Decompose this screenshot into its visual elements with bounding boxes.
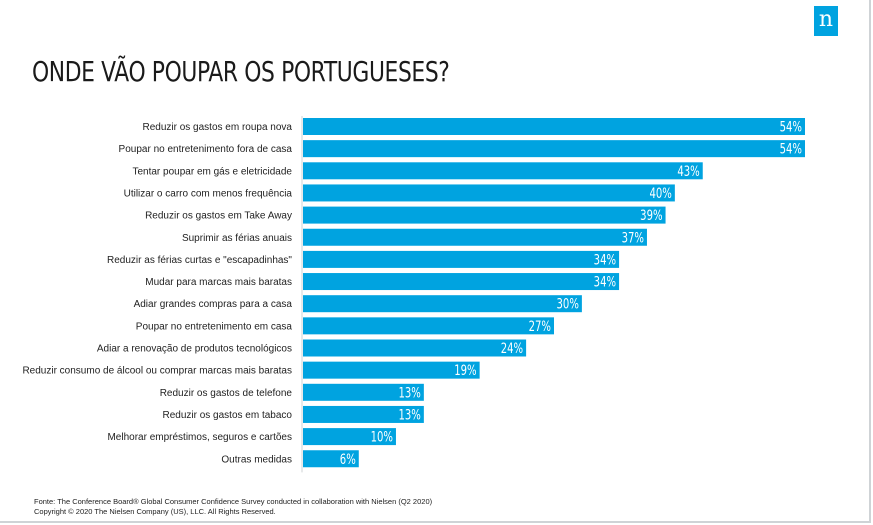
value-label: 19% — [454, 363, 476, 379]
value-label: 37% — [622, 230, 644, 246]
bar — [303, 118, 805, 135]
value-label: 34% — [594, 274, 616, 290]
value-label: 13% — [398, 385, 420, 401]
category-label: Poupar no entretenimento em casa — [136, 321, 293, 332]
bar — [303, 428, 396, 446]
category-label: Mudar para marcas mais baratas — [145, 277, 292, 288]
bar — [303, 361, 480, 379]
value-label: 6% — [340, 451, 356, 467]
chart-title: ONDE VÃO POUPAR OS PORTUGUESES? — [32, 55, 450, 88]
value-label: 40% — [649, 185, 671, 201]
category-label: Tentar poupar em gás e eletricidade — [132, 166, 292, 177]
value-label: 43% — [677, 163, 699, 179]
bars — [303, 118, 805, 468]
bar — [303, 339, 527, 357]
bar — [303, 295, 582, 313]
value-label: 39% — [640, 207, 662, 223]
bar — [303, 450, 359, 468]
value-label: 13% — [398, 407, 420, 423]
category-label: Outras medidas — [221, 454, 292, 465]
footer: Fonte: The Conference Board® Global Cons… — [34, 497, 432, 517]
category-label: Adiar grandes compras para a casa — [134, 299, 293, 310]
category-label: Reduzir os gastos em tabaco — [162, 410, 292, 421]
value-label: 34% — [594, 252, 616, 268]
value-labels: 54% 54% 43% 40% 39% 37% 34% 34% 30% 27% 24% 19% 13% 1… — [340, 119, 802, 467]
bar — [303, 273, 620, 291]
category-label: Reduzir consumo de álcool ou comprar mar… — [22, 366, 292, 377]
value-label: 10% — [371, 429, 393, 445]
value-label: 27% — [529, 318, 551, 334]
bar — [303, 140, 805, 158]
category-label: Reduzir os gastos em roupa nova — [142, 122, 292, 133]
value-label: 30% — [557, 296, 579, 312]
bar — [303, 317, 554, 335]
category-label: Reduzir as férias curtas e "escapadinhas… — [107, 255, 292, 266]
value-label: 54% — [780, 119, 802, 135]
category-label: Adiar a renovação de produtos tecnológic… — [97, 344, 292, 355]
source-note: Fonte: The Conference Board® Global Cons… — [34, 497, 433, 506]
value-label: 24% — [501, 340, 523, 356]
bar — [303, 184, 675, 202]
category-label: Poupar no entretenimento fora de casa — [119, 144, 293, 155]
bar — [303, 162, 703, 180]
copyright-note: Copyright © 2020 The Nielsen Company (US… — [34, 507, 276, 516]
category-labels: Reduzir os gastos em roupa nova Poupar no… — [22, 122, 292, 465]
nielsen-logo: n — [814, 6, 838, 36]
category-label: Suprimir as férias anuais — [182, 233, 292, 244]
value-label: 54% — [780, 141, 802, 157]
category-label: Melhorar empréstimos, seguros e cartões — [107, 432, 292, 443]
category-label: Reduzir os gastos em Take Away — [145, 211, 292, 222]
bar — [303, 228, 647, 246]
bar — [303, 206, 666, 224]
category-label: Utilizar o carro com menos frequência — [124, 188, 293, 199]
bar — [303, 250, 620, 268]
category-label: Reduzir os gastos de telefone — [160, 388, 293, 399]
bar — [303, 405, 424, 423]
logo-glyph: n — [818, 7, 834, 32]
bar — [303, 383, 424, 401]
